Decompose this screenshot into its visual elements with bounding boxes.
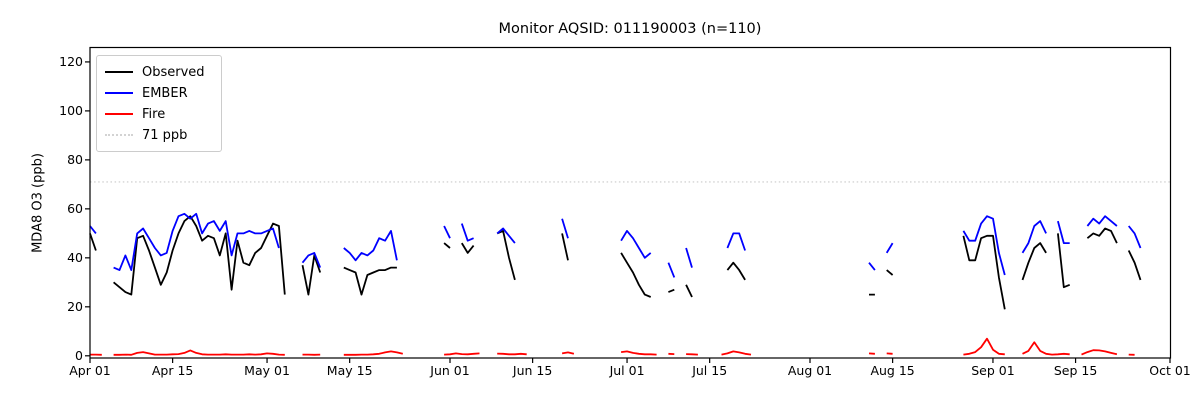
x-tick-label: Jun 15: [512, 363, 553, 378]
x-tick-label: Sep 01: [971, 363, 1015, 378]
x-tick-label: Apr 01: [69, 363, 111, 378]
legend-label: 71 ppb: [142, 127, 188, 143]
y-tick-label: 20: [67, 298, 83, 314]
legend: Observed EMBER Fire 71 ppb: [96, 55, 222, 152]
x-tick-label: Aug 15: [870, 363, 915, 378]
threshold-line-sample: [105, 134, 133, 136]
y-tick-label: 60: [67, 200, 83, 216]
x-tick-label: May 01: [244, 363, 290, 378]
observed-line-sample: [105, 71, 133, 73]
fire-line-sample: [105, 113, 133, 115]
x-tick-label: Oct 01: [1149, 363, 1191, 378]
y-tick-label: 120: [59, 53, 83, 69]
x-tick-label: Jul 15: [692, 363, 728, 378]
chart-title: Monitor AQSID: 011190003 (n=110): [498, 21, 762, 37]
y-tick-label: 100: [59, 102, 83, 118]
y-tick-label: 40: [67, 249, 83, 265]
legend-label: EMBER: [142, 85, 188, 101]
series-fire-line: [90, 337, 1135, 356]
legend-item-observed: Observed: [97, 62, 221, 82]
y-tick-label: 0: [75, 347, 83, 363]
x-tick-label: Aug 01: [787, 363, 833, 378]
x-tick-label: Jun 01: [430, 363, 470, 378]
series-ember-line: [89, 212, 1142, 278]
plot-border: [89, 46, 1172, 359]
y-tick-label: 80: [67, 151, 83, 167]
series-observed-line: [89, 215, 1142, 310]
x-tick-label: Sep 15: [1053, 363, 1098, 378]
x-tick-label: Apr 15: [151, 363, 194, 378]
legend-item-fire: Fire: [97, 104, 221, 124]
x-tick-label: May 15: [326, 363, 373, 378]
ember-line-sample: [105, 92, 133, 94]
legend-label: Fire: [142, 106, 166, 122]
x-tick-label: Jul 01: [609, 363, 645, 378]
legend-item-ember: EMBER: [97, 83, 221, 103]
legend-item-threshold: 71 ppb: [97, 125, 221, 145]
legend-label: Observed: [142, 64, 205, 80]
